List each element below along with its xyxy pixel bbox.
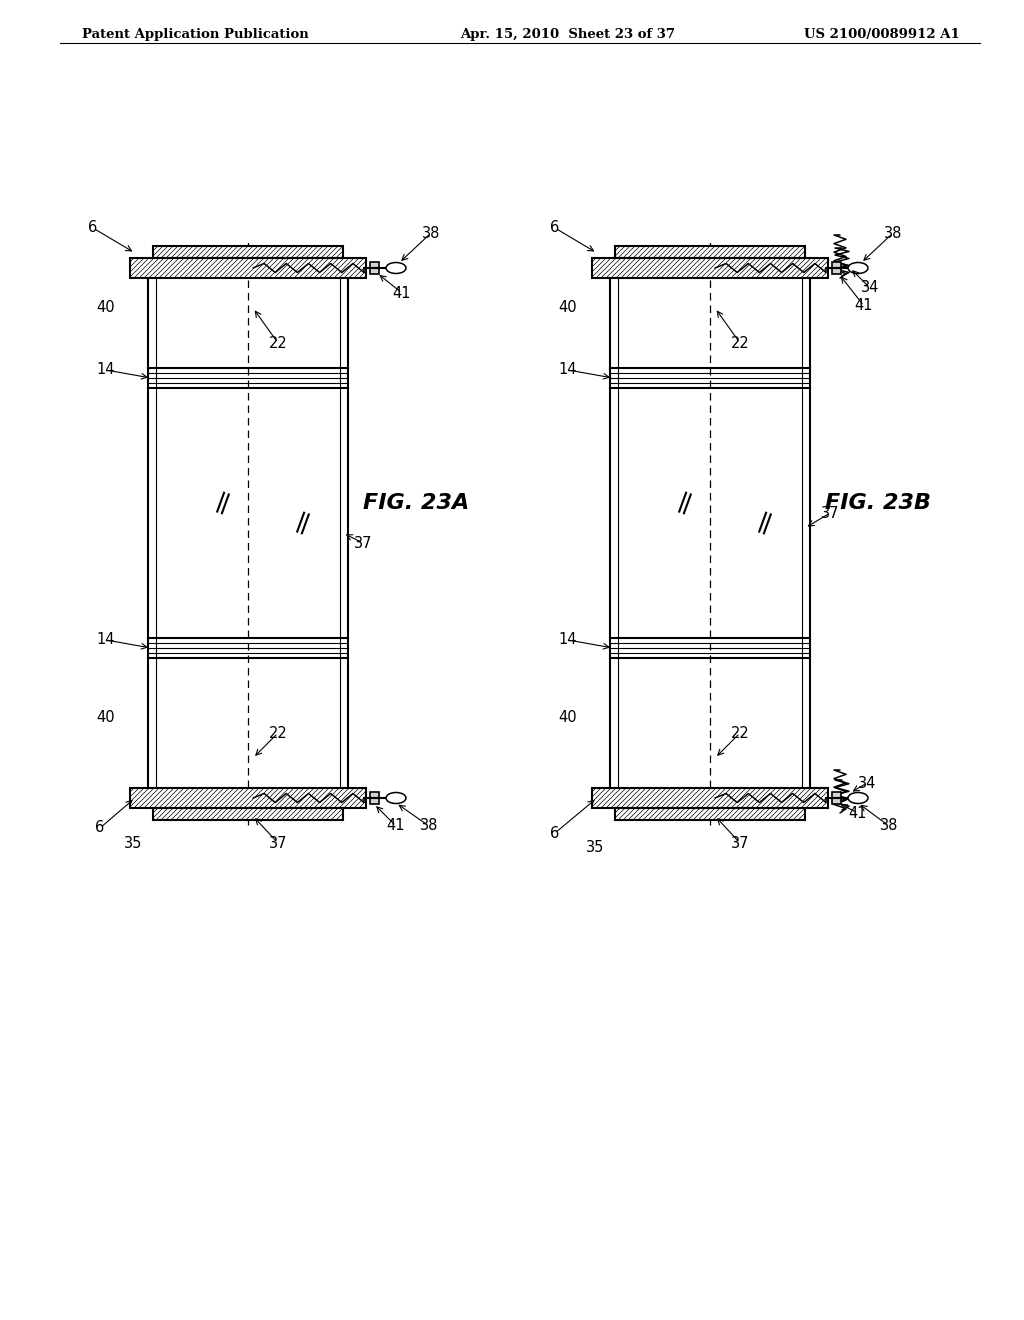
Text: 35: 35 xyxy=(124,836,142,850)
Text: Apr. 15, 2010  Sheet 23 of 37: Apr. 15, 2010 Sheet 23 of 37 xyxy=(460,28,675,41)
Text: 14: 14 xyxy=(559,632,578,648)
Bar xyxy=(153,808,343,820)
Text: 22: 22 xyxy=(731,335,750,351)
Text: 6: 6 xyxy=(95,821,104,836)
Text: 41: 41 xyxy=(393,285,412,301)
Text: 14: 14 xyxy=(559,363,578,378)
Bar xyxy=(370,792,379,804)
Text: FIG. 23A: FIG. 23A xyxy=(362,492,469,513)
Text: 41: 41 xyxy=(855,298,873,314)
Bar xyxy=(153,808,343,820)
Text: 34: 34 xyxy=(861,281,880,296)
Text: 14: 14 xyxy=(96,363,116,378)
Text: 22: 22 xyxy=(268,335,288,351)
Text: 40: 40 xyxy=(96,301,116,315)
Bar xyxy=(153,246,343,257)
Text: 14: 14 xyxy=(96,632,116,648)
Bar xyxy=(592,257,828,279)
Text: 40: 40 xyxy=(96,710,116,726)
Bar xyxy=(831,261,841,275)
Text: 40: 40 xyxy=(559,710,578,726)
Text: 37: 37 xyxy=(821,506,840,520)
Text: US 2100/0089912 A1: US 2100/0089912 A1 xyxy=(804,28,961,41)
Text: Patent Application Publication: Patent Application Publication xyxy=(82,28,309,41)
Text: 40: 40 xyxy=(559,301,578,315)
Text: 22: 22 xyxy=(731,726,750,741)
Text: 37: 37 xyxy=(731,836,750,850)
Text: 41: 41 xyxy=(849,805,867,821)
Ellipse shape xyxy=(848,792,868,804)
Bar xyxy=(130,257,366,279)
Text: 22: 22 xyxy=(268,726,288,741)
Bar xyxy=(831,792,841,804)
Text: 34: 34 xyxy=(858,776,877,791)
Bar xyxy=(592,788,828,808)
Bar xyxy=(615,808,805,820)
Bar xyxy=(370,261,379,275)
Text: 38: 38 xyxy=(420,818,438,833)
Bar xyxy=(615,246,805,257)
Bar xyxy=(592,788,828,808)
Bar xyxy=(592,257,828,279)
Text: 38: 38 xyxy=(884,226,902,240)
Text: 6: 6 xyxy=(88,220,97,235)
Bar xyxy=(615,808,805,820)
Text: 37: 37 xyxy=(353,536,373,550)
Text: 37: 37 xyxy=(268,836,288,850)
Text: 6: 6 xyxy=(550,220,560,235)
Ellipse shape xyxy=(848,263,868,273)
Text: 41: 41 xyxy=(387,818,406,833)
Bar xyxy=(153,246,343,257)
Text: 38: 38 xyxy=(880,818,898,833)
Bar xyxy=(130,788,366,808)
Bar xyxy=(615,246,805,257)
Text: 38: 38 xyxy=(422,226,440,240)
Bar xyxy=(130,257,366,279)
Ellipse shape xyxy=(386,792,406,804)
Text: FIG. 23B: FIG. 23B xyxy=(825,492,931,513)
Text: 35: 35 xyxy=(586,841,604,855)
Ellipse shape xyxy=(386,263,406,273)
Text: 6: 6 xyxy=(550,825,560,841)
Bar xyxy=(130,788,366,808)
